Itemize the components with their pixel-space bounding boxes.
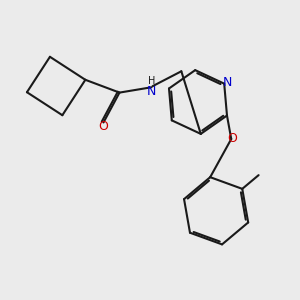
Text: H: H	[148, 76, 155, 86]
Text: O: O	[99, 120, 108, 133]
Text: O: O	[227, 133, 237, 146]
Text: N: N	[147, 85, 156, 98]
Text: N: N	[223, 76, 232, 89]
